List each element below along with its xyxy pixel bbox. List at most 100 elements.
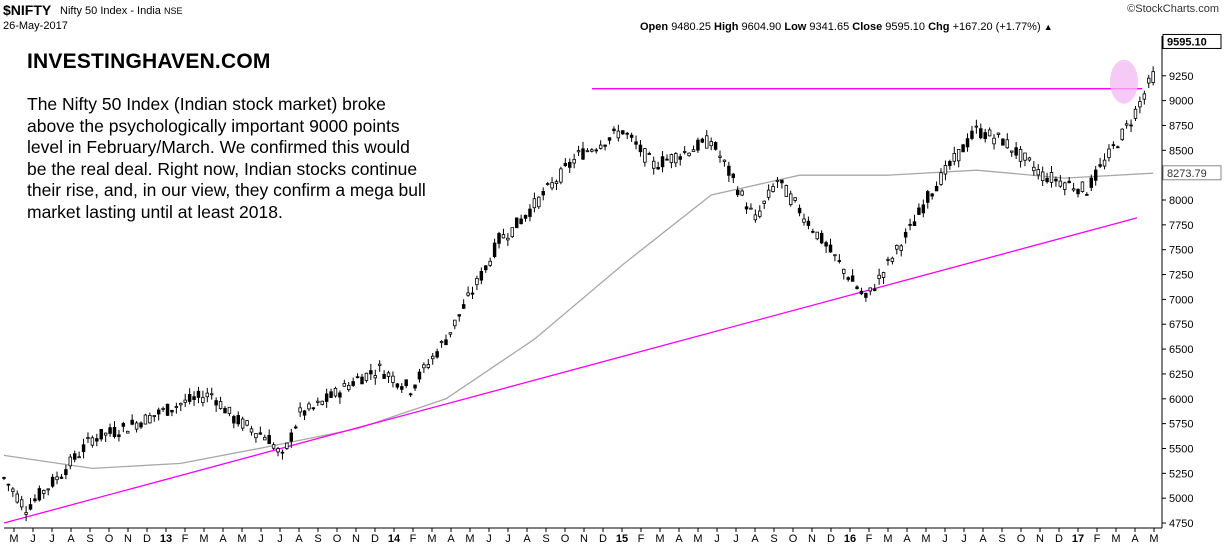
brand-title: INVESTINGHAVEN.COM <box>27 50 271 73</box>
x-tick-label: 14 <box>388 533 401 545</box>
candle-body <box>678 156 682 160</box>
candle-body <box>103 432 108 436</box>
chg-label: Chg <box>928 21 950 33</box>
candle-body <box>15 493 19 503</box>
x-tick-label: S <box>314 533 321 545</box>
candle-body <box>1045 177 1049 183</box>
candle-body <box>497 233 501 244</box>
candle-body <box>347 384 351 391</box>
candle-body <box>850 275 855 282</box>
candle-body <box>377 363 382 366</box>
moving-average-line <box>3 169 1154 470</box>
candle-body <box>550 182 554 189</box>
candle-body <box>293 426 298 429</box>
candle-body <box>382 374 386 379</box>
high-value: 9604.90 <box>741 21 782 33</box>
y-tick-label: 5000 <box>1169 493 1193 505</box>
candle-body <box>1133 108 1138 119</box>
candle-body <box>1151 71 1155 83</box>
candle-body <box>691 149 696 152</box>
exchange-text: NSE <box>163 6 183 16</box>
candle-body <box>749 207 753 210</box>
candle-body <box>1147 77 1151 84</box>
candle-body <box>174 406 179 408</box>
candle-body <box>33 498 37 502</box>
candle-body <box>506 237 510 241</box>
candle-body <box>316 400 320 403</box>
close-value: 9595.10 <box>885 21 926 33</box>
candle-body <box>890 257 895 262</box>
x-tick-label: D <box>1055 533 1063 545</box>
candle-body <box>232 416 236 424</box>
price-label-layer: 9595.10 8273.79 <box>1162 33 1222 181</box>
candle-body <box>81 444 86 453</box>
x-tick-label: D <box>827 533 835 545</box>
open-value: 9480.25 <box>671 21 711 33</box>
candle-body <box>1085 193 1089 196</box>
candle-body <box>528 208 532 217</box>
candle-body <box>249 428 254 433</box>
candle-body <box>917 207 921 215</box>
candle-body <box>271 444 276 449</box>
x-tick-label: M <box>921 533 930 545</box>
candle-body <box>1129 124 1133 127</box>
candle-body <box>612 128 616 132</box>
y-tick-label: 5500 <box>1169 443 1193 455</box>
candle-body <box>108 427 112 434</box>
candle-body <box>603 144 607 147</box>
ohlc-readout: Open 9480.25 High 9604.90 Low 9341.65 Cl… <box>640 21 1053 33</box>
candle-body <box>112 426 117 438</box>
candle-body <box>616 130 621 139</box>
candle-body <box>696 139 700 151</box>
candle-body <box>475 277 479 286</box>
candle-body <box>921 204 926 214</box>
last-price-label: 9595.10 <box>1167 36 1207 48</box>
rising-support-trendline <box>3 217 1138 524</box>
candle-body <box>351 381 355 386</box>
candle-body <box>369 370 373 375</box>
candle-body <box>961 144 965 153</box>
candle-body <box>895 244 899 250</box>
candle-body <box>1098 164 1102 167</box>
candle-body <box>364 372 369 381</box>
candle-body <box>179 402 183 406</box>
x-tick-label: O <box>105 533 114 545</box>
candle-body <box>802 218 806 223</box>
candle-body <box>417 371 422 380</box>
x-tick-label: F <box>1094 533 1101 545</box>
candle-body <box>912 221 917 227</box>
candle-body <box>705 135 709 149</box>
candle-body <box>1023 152 1027 161</box>
candle-body <box>771 185 775 192</box>
x-tick-label: M <box>655 533 664 545</box>
candle-body <box>165 403 170 416</box>
candle-body <box>833 254 837 257</box>
candle-body <box>1093 169 1098 181</box>
candle-body <box>439 341 444 344</box>
x-tick-label: 13 <box>160 533 172 545</box>
source-credit[interactable]: ©StockCharts.com <box>1127 3 1219 15</box>
candle-body <box>974 125 979 128</box>
candle-body <box>479 271 484 281</box>
axis-layer: 4750 5000 5250 5500 5750 6000 6250 6500 6750 7000… <box>4 36 1193 545</box>
candle-body <box>559 168 563 183</box>
candle-body <box>775 179 780 182</box>
y-tick-label: 8000 <box>1169 195 1193 207</box>
candle-body <box>461 304 466 309</box>
candle-body <box>42 490 46 494</box>
candle-body <box>607 137 612 141</box>
candle-body <box>590 149 594 152</box>
candle-body <box>718 155 722 158</box>
candle-body <box>740 190 744 196</box>
candle-body <box>59 476 64 479</box>
x-tick-label: M <box>1111 533 1120 545</box>
open-label: Open <box>640 21 669 33</box>
candle-body <box>324 393 329 402</box>
candle-body <box>523 214 528 219</box>
y-tick-label: 6250 <box>1169 369 1193 381</box>
x-tick-label: N <box>580 533 588 545</box>
candle-body <box>943 165 948 175</box>
candle-body <box>713 142 718 150</box>
x-tick-label: J <box>30 533 36 545</box>
candle-body <box>735 189 740 196</box>
